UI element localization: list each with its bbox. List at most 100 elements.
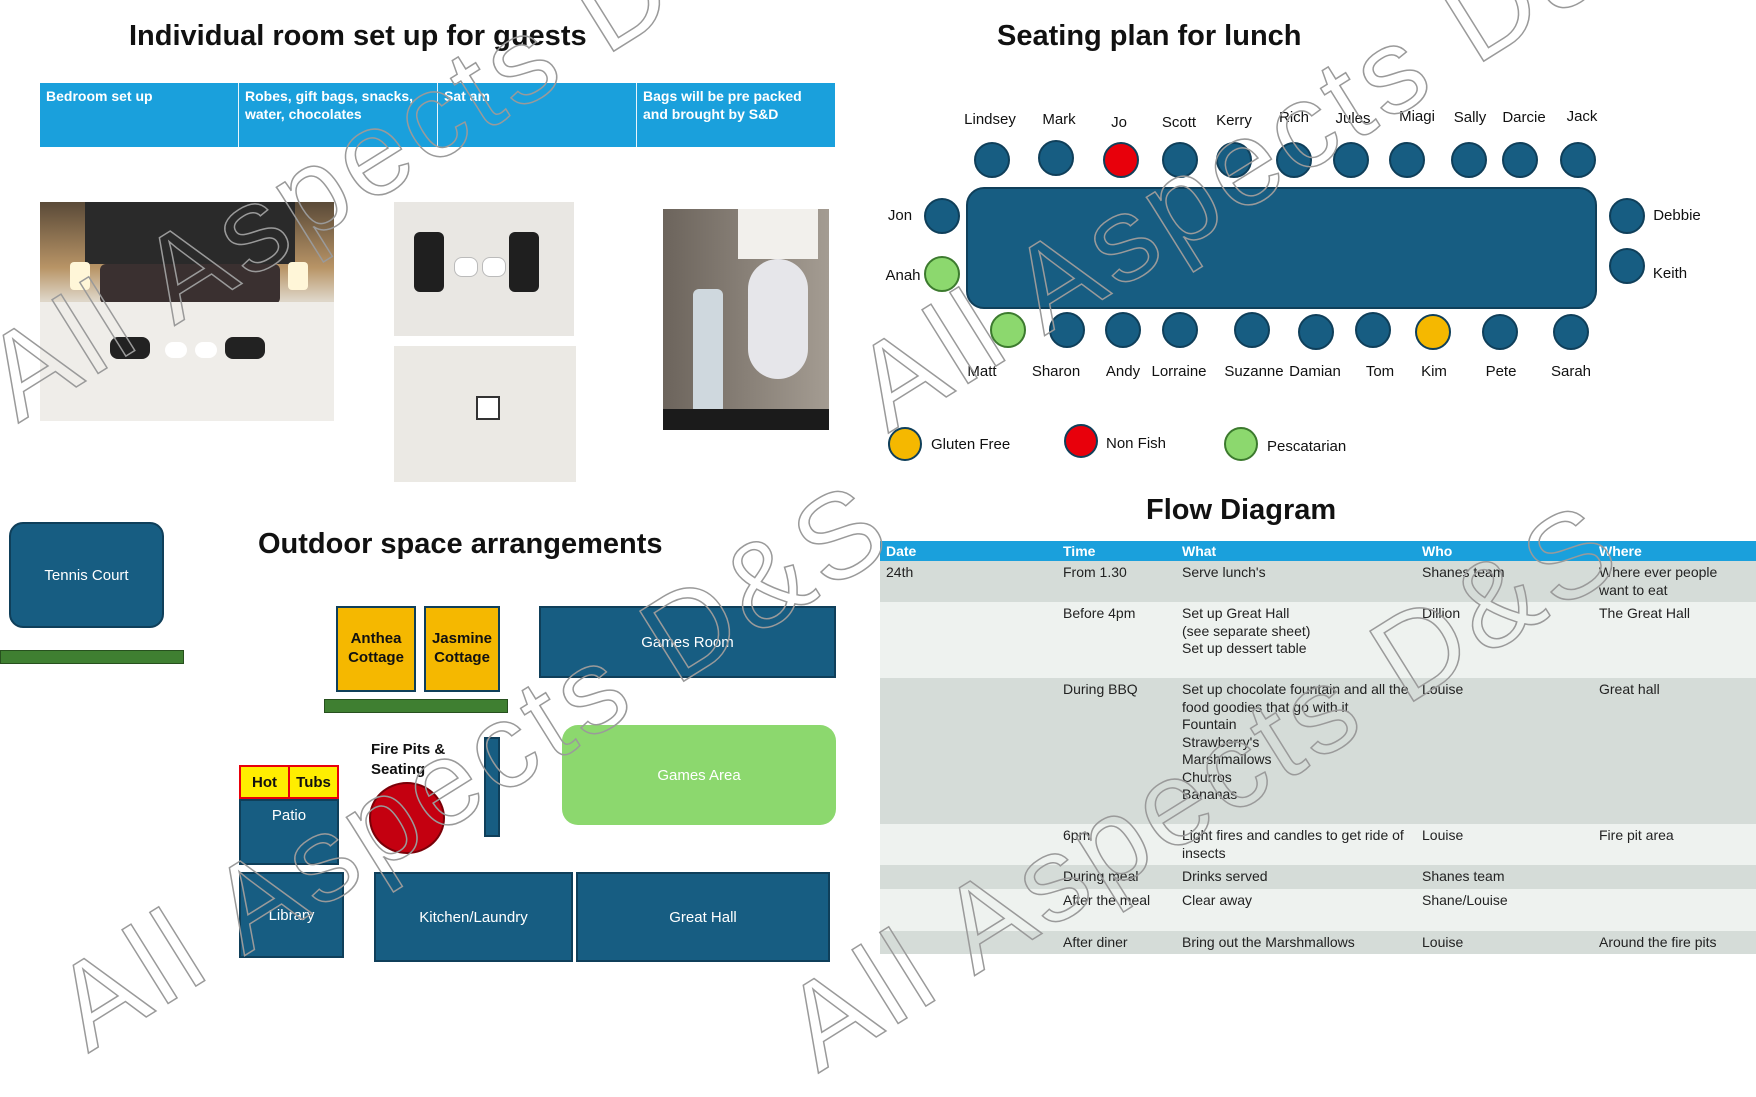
flow-header-where: Where	[1593, 541, 1756, 561]
seat-mark	[1038, 140, 1074, 176]
flow-cell: Fire pit area	[1593, 824, 1756, 865]
flow-row: Before 4pm Set up Great Hall (see separa…	[880, 602, 1756, 678]
jasmine-cottage: Jasmine Cottage	[424, 606, 500, 692]
flow-cell: Louise	[1416, 678, 1593, 824]
library: Library	[239, 872, 344, 958]
seat-scott	[1162, 142, 1198, 178]
seat-kim	[1415, 314, 1451, 350]
water-lamp-photo	[663, 209, 829, 430]
flow-cell: Drinks served	[1176, 865, 1416, 889]
seat-darcie	[1502, 142, 1538, 178]
fire-pit-circle	[369, 782, 445, 854]
flow-cell: Where ever people want to eat	[1593, 561, 1756, 602]
name-sally: Sally	[1453, 109, 1487, 126]
flow-header-date: Date	[880, 541, 1057, 561]
legend-non-fish-label: Non Fish	[1106, 435, 1167, 452]
name-sarah: Sarah	[1550, 363, 1592, 380]
kitchen-laundry: Kitchen/Laundry	[374, 872, 573, 962]
seat-debbie	[1609, 198, 1645, 234]
tubs-label: Tubs	[296, 773, 331, 791]
flow-cell: Bring out the Marshmallows	[1176, 930, 1416, 954]
flow-cell: Shanes team	[1416, 865, 1593, 889]
seat-suzanne	[1234, 312, 1270, 348]
seat-andy	[1105, 312, 1141, 348]
seat-kerry	[1216, 142, 1252, 178]
room-table-cell: Bedroom set up	[40, 83, 239, 147]
flow-cell: Dillion	[1416, 602, 1593, 678]
flow-cell: Louise	[1416, 824, 1593, 865]
flow-header-what: What	[1176, 541, 1416, 561]
flow-row: 6pm Light fires and candles to get ride …	[880, 824, 1756, 865]
name-sharon: Sharon	[1031, 363, 1081, 380]
name-miagi: Miagi	[1399, 108, 1435, 125]
cottage-bar	[324, 699, 508, 713]
flow-cell: The Great Hall	[1593, 602, 1756, 678]
name-kerry: Kerry	[1216, 112, 1252, 129]
flow-cell: Light fires and candles to get ride of i…	[1176, 824, 1416, 865]
room-setup-table: Bedroom set up Robes, gift bags, snacks,…	[40, 83, 835, 147]
tennis-court-bar	[0, 650, 184, 664]
flow-cell	[880, 888, 1057, 931]
gift-bags-photo	[394, 202, 574, 336]
flow-cell: From 1.30	[1057, 561, 1176, 602]
flow-cell: Set up Great Hall (see separate sheet) S…	[1176, 602, 1416, 678]
flow-cell: Shane/Louise	[1416, 888, 1593, 931]
flow-cell	[1593, 888, 1756, 931]
hot-label: Hot	[241, 767, 290, 797]
room-table-cell: Bags will be pre packed and brought by S…	[643, 88, 802, 123]
name-matt: Matt	[967, 363, 997, 380]
name-jules: Jules	[1335, 110, 1371, 127]
flow-cell: 24th	[880, 561, 1057, 602]
flow-row: During BBQ Set up chocolate fountain and…	[880, 678, 1756, 824]
flow-cell	[880, 678, 1057, 824]
name-debbie: Debbie	[1653, 207, 1701, 224]
legend-gluten-free-swatch	[888, 427, 922, 461]
name-darcie: Darcie	[1502, 109, 1546, 126]
flow-cell	[880, 930, 1057, 954]
seat-tom	[1355, 312, 1391, 348]
seating-plan-title: Seating plan for lunch	[997, 20, 1302, 52]
name-jo: Jo	[1111, 114, 1127, 131]
seat-sharon	[1049, 312, 1085, 348]
seat-anah	[924, 256, 960, 292]
flow-row: After diner Bring out the Marshmallows L…	[880, 930, 1756, 954]
name-rich: Rich	[1278, 109, 1310, 126]
name-jon: Jon	[887, 207, 913, 224]
flow-row: After the meal Clear away Shane/Louise	[880, 888, 1756, 931]
flow-diagram-title: Flow Diagram	[1146, 494, 1337, 526]
great-hall: Great Hall	[576, 872, 830, 962]
seat-pete	[1482, 314, 1518, 350]
seating-bench	[484, 737, 500, 837]
seat-miagi	[1389, 142, 1425, 178]
flow-cell	[880, 824, 1057, 865]
games-room: Games Room	[539, 606, 836, 678]
outdoor-title: Outdoor space arrangements	[258, 528, 663, 560]
flow-cell	[880, 865, 1057, 889]
name-damian: Damian	[1289, 363, 1341, 380]
fire-pits-label: Fire Pits & Seating	[371, 741, 446, 778]
seat-rich	[1276, 142, 1312, 178]
seat-keith	[1609, 248, 1645, 284]
flow-cell: Set up chocolate fountain and all the fo…	[1176, 678, 1416, 824]
flow-cell	[1593, 865, 1756, 889]
name-kim: Kim	[1421, 363, 1447, 380]
room-table-cell: Sat am	[438, 83, 637, 147]
name-mark: Mark	[1042, 111, 1076, 128]
seat-damian	[1298, 314, 1334, 350]
seat-jon	[924, 198, 960, 234]
seat-jules	[1333, 142, 1369, 178]
flow-row: 24th From 1.30 Serve lunch's Shanes team…	[880, 561, 1756, 602]
pillow-photo	[394, 346, 576, 482]
flow-cell: After the meal	[1057, 888, 1176, 931]
name-scott: Scott	[1161, 114, 1197, 131]
name-lindsey: Lindsey	[964, 111, 1016, 128]
name-jack: Jack	[1566, 108, 1598, 125]
flow-cell: After diner	[1057, 930, 1176, 954]
legend-pescatarian-label: Pescatarian	[1267, 438, 1347, 455]
flow-cell: Before 4pm	[1057, 602, 1176, 678]
games-area: Games Area	[562, 725, 836, 825]
hot-tubs: Hot Tubs	[239, 765, 339, 799]
name-pete: Pete	[1485, 363, 1517, 380]
flow-row: During meal Drinks served Shanes team	[880, 865, 1756, 889]
seat-sarah	[1553, 314, 1589, 350]
